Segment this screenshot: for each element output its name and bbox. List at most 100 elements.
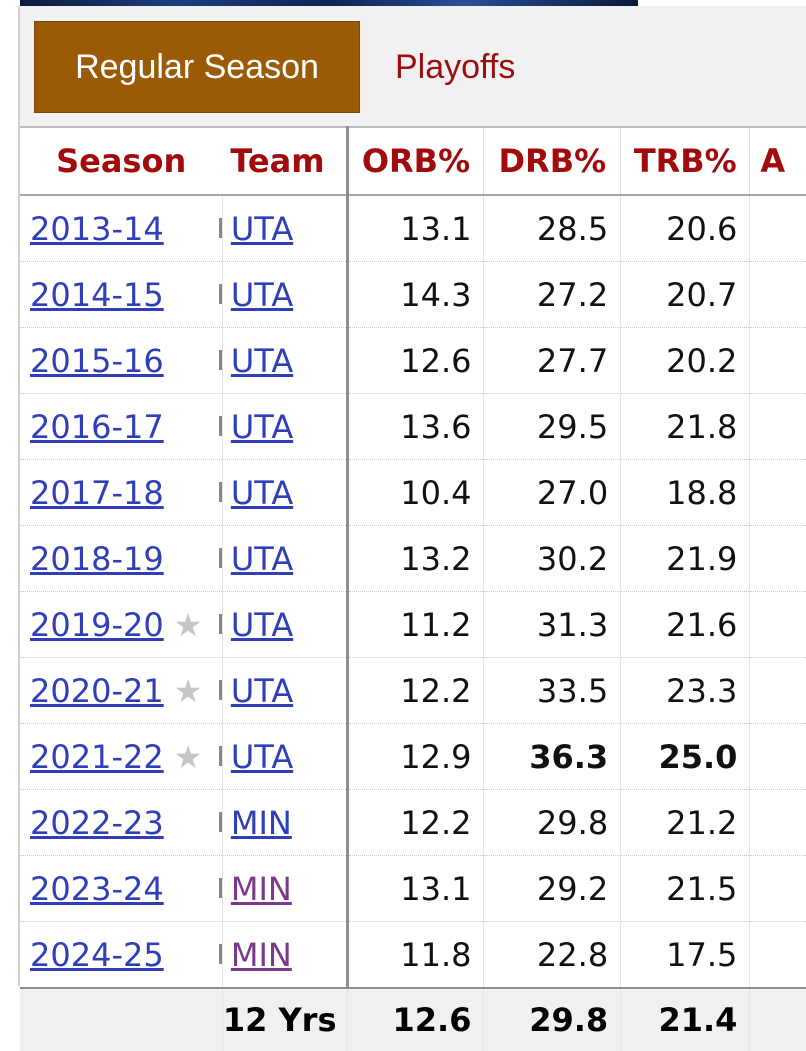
table-header-row: Season Team ORB% DRB% TRB% A (20, 126, 806, 196)
season-cell: 2024-25 (20, 921, 223, 989)
footer-ast-cell (749, 987, 806, 1051)
season-link[interactable]: 2018-19 (30, 539, 164, 578)
season-link[interactable]: 2020-21 (30, 671, 164, 710)
ast-pct-cell (749, 459, 806, 526)
trb-pct-cell: 21.5 (620, 855, 751, 922)
trb-pct-cell: 21.9 (620, 525, 751, 592)
team-cell: MIN (222, 855, 349, 922)
season-cell: 2018-19 (20, 525, 223, 592)
season-cell: 2017-18 (20, 459, 223, 526)
trb-pct-cell: 21.2 (620, 789, 751, 856)
header-orb-pct[interactable]: ORB% (347, 126, 485, 196)
clipped-column-edge (218, 284, 222, 304)
season-link[interactable]: 2017-18 (30, 473, 164, 512)
season-link[interactable]: 2022-23 (30, 803, 164, 842)
orb-pct-cell: 11.8 (347, 921, 485, 989)
drb-pct-cell: 28.5 (483, 195, 622, 262)
orb-pct-cell: 13.1 (347, 195, 485, 262)
season-link[interactable]: 2014-15 (30, 275, 164, 314)
team-cell: MIN (222, 921, 349, 989)
team-link[interactable]: UTA (230, 539, 294, 578)
table-row: 2020-21 ★ UTA 12.2 33.5 23.3 (20, 657, 806, 724)
ast-pct-cell (749, 525, 806, 592)
season-link[interactable]: 2024-25 (30, 935, 164, 974)
team-cell: UTA (222, 261, 349, 328)
team-link[interactable]: UTA (230, 209, 294, 248)
clipped-column-edge (218, 614, 222, 634)
ast-pct-cell (749, 723, 806, 790)
header-ast-pct[interactable]: A (749, 126, 806, 196)
team-cell: UTA (222, 591, 349, 658)
tab-playoffs[interactable]: Playoffs (395, 47, 516, 86)
table-row: 2023-24 MIN 13.1 29.2 21.5 (20, 855, 806, 922)
team-cell: UTA (222, 525, 349, 592)
team-link[interactable]: UTA (230, 737, 294, 776)
season-link[interactable]: 2023-24 (30, 869, 164, 908)
ast-pct-cell (749, 261, 806, 328)
tab-regular-season[interactable]: Regular Season (34, 21, 360, 113)
ast-pct-cell (749, 855, 806, 922)
team-link[interactable]: UTA (230, 275, 294, 314)
team-link[interactable]: UTA (230, 341, 294, 380)
clipped-column-edge (218, 680, 222, 700)
season-type-tabs: Regular Season Playoffs (18, 6, 806, 126)
trb-pct-cell: 20.6 (620, 195, 751, 262)
clipped-column-edge (218, 944, 222, 964)
star-icon: ★ (173, 671, 203, 710)
drb-pct-cell: 27.7 (483, 327, 622, 394)
banner-image-edge (20, 0, 638, 6)
orb-pct-cell: 12.6 (347, 327, 485, 394)
trb-pct-cell: 21.8 (620, 393, 751, 460)
season-cell: 2019-20 ★ (20, 591, 223, 658)
team-cell: MIN (222, 789, 349, 856)
career-years: 12 Yrs (222, 987, 348, 1051)
ast-pct-cell (749, 393, 806, 460)
header-season[interactable]: Season (20, 126, 223, 196)
team-link[interactable]: UTA (230, 407, 294, 446)
orb-pct-cell: 13.1 (347, 855, 485, 922)
team-link[interactable]: UTA (230, 671, 294, 710)
star-icon: ★ (173, 605, 203, 644)
season-cell: 2013-14 (20, 195, 223, 262)
drb-pct-cell: 29.8 (483, 789, 622, 856)
team-link[interactable]: UTA (230, 605, 294, 644)
season-link[interactable]: 2016-17 (30, 407, 164, 446)
drb-pct-cell: 22.8 (483, 921, 622, 989)
team-link[interactable]: MIN (230, 935, 292, 974)
season-cell: 2020-21 ★ (20, 657, 223, 724)
table-row: 2019-20 ★ UTA 11.2 31.3 21.6 (20, 591, 806, 658)
ast-pct-cell (749, 657, 806, 724)
team-cell: UTA (222, 459, 349, 526)
team-link[interactable]: UTA (230, 473, 294, 512)
clipped-column-edge (218, 350, 222, 370)
season-link[interactable]: 2013-14 (30, 209, 164, 248)
header-team[interactable]: Team (222, 126, 349, 196)
header-drb-pct[interactable]: DRB% (483, 126, 622, 196)
table-row: 2014-15 UTA 14.3 27.2 20.7 (20, 261, 806, 328)
team-link[interactable]: MIN (230, 869, 292, 908)
season-cell: 2015-16 (20, 327, 223, 394)
table-row: 2015-16 UTA 12.6 27.7 20.2 (20, 327, 806, 394)
career-trb-pct: 21.4 (620, 987, 751, 1051)
trb-pct-cell: 18.8 (620, 459, 751, 526)
season-cell: 2022-23 (20, 789, 223, 856)
orb-pct-cell: 13.6 (347, 393, 485, 460)
orb-pct-cell: 11.2 (347, 591, 485, 658)
header-trb-pct[interactable]: TRB% (620, 126, 751, 196)
table-left-border (18, 126, 20, 986)
footer-empty-cell (20, 987, 223, 1051)
season-link[interactable]: 2015-16 (30, 341, 164, 380)
career-drb-pct: 29.8 (483, 987, 622, 1051)
rebounding-stats-table: Season Team ORB% DRB% TRB% A 2013-14 UTA 1… (20, 126, 806, 1051)
team-link[interactable]: MIN (230, 803, 292, 842)
trb-pct-cell: 17.5 (620, 921, 751, 989)
season-link[interactable]: 2019-20 (30, 605, 164, 644)
ast-pct-cell (749, 195, 806, 262)
star-icon: ★ (173, 737, 203, 776)
season-link[interactable]: 2021-22 (30, 737, 164, 776)
drb-pct-cell: 29.5 (483, 393, 622, 460)
career-totals-row: 12 Yrs 12.6 29.8 21.4 (20, 987, 806, 1051)
drb-pct-cell: 29.2 (483, 855, 622, 922)
orb-pct-cell: 12.9 (347, 723, 485, 790)
clipped-column-edge (218, 878, 222, 898)
